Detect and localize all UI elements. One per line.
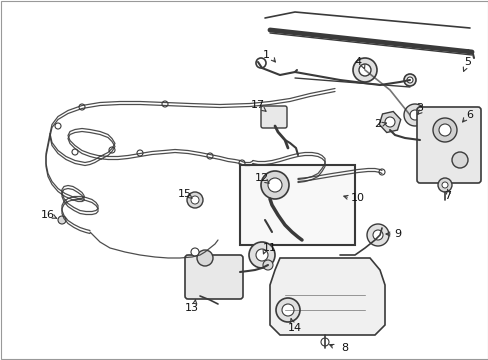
- Text: 17: 17: [250, 100, 264, 110]
- Circle shape: [256, 58, 265, 68]
- Text: 12: 12: [254, 173, 268, 183]
- Text: 16: 16: [41, 210, 55, 220]
- Circle shape: [191, 248, 199, 256]
- Circle shape: [294, 178, 301, 184]
- Circle shape: [378, 169, 384, 175]
- Circle shape: [406, 77, 412, 83]
- Circle shape: [403, 104, 425, 126]
- Circle shape: [451, 152, 467, 168]
- Polygon shape: [269, 258, 384, 335]
- Text: 2: 2: [374, 119, 381, 129]
- Text: 8: 8: [341, 343, 348, 353]
- Circle shape: [72, 149, 78, 155]
- Text: 11: 11: [263, 243, 276, 253]
- Circle shape: [256, 249, 267, 261]
- Circle shape: [372, 230, 382, 240]
- Circle shape: [55, 123, 61, 129]
- Circle shape: [366, 224, 388, 246]
- FancyBboxPatch shape: [184, 255, 243, 299]
- Text: 13: 13: [184, 303, 199, 313]
- Circle shape: [409, 110, 419, 120]
- Circle shape: [341, 170, 347, 176]
- Circle shape: [403, 74, 415, 86]
- Text: 6: 6: [466, 110, 472, 120]
- Circle shape: [432, 118, 456, 142]
- Circle shape: [263, 260, 272, 270]
- Circle shape: [437, 178, 451, 192]
- Circle shape: [186, 192, 203, 208]
- Circle shape: [109, 147, 115, 153]
- Text: 10: 10: [350, 193, 364, 203]
- Circle shape: [275, 298, 299, 322]
- Circle shape: [162, 101, 168, 107]
- Text: 4: 4: [354, 57, 361, 67]
- Text: 9: 9: [394, 229, 401, 239]
- Circle shape: [197, 250, 213, 266]
- Circle shape: [191, 196, 199, 204]
- Circle shape: [352, 58, 376, 82]
- Circle shape: [137, 150, 142, 156]
- FancyBboxPatch shape: [416, 107, 480, 183]
- Circle shape: [358, 64, 370, 76]
- Circle shape: [79, 104, 85, 110]
- Circle shape: [267, 178, 282, 192]
- FancyBboxPatch shape: [261, 106, 286, 128]
- Bar: [240, 165, 354, 245]
- Circle shape: [320, 338, 328, 346]
- Text: 3: 3: [416, 103, 423, 113]
- Text: 7: 7: [444, 191, 450, 201]
- Circle shape: [282, 304, 293, 316]
- Circle shape: [239, 160, 244, 166]
- Text: 14: 14: [287, 323, 302, 333]
- Circle shape: [248, 242, 274, 268]
- Circle shape: [441, 182, 447, 188]
- Text: 15: 15: [178, 189, 192, 199]
- Circle shape: [206, 153, 213, 159]
- Text: 1: 1: [262, 50, 269, 60]
- Circle shape: [58, 216, 66, 224]
- Circle shape: [438, 124, 450, 136]
- Circle shape: [261, 171, 288, 199]
- Text: 5: 5: [464, 57, 470, 67]
- Circle shape: [384, 117, 394, 127]
